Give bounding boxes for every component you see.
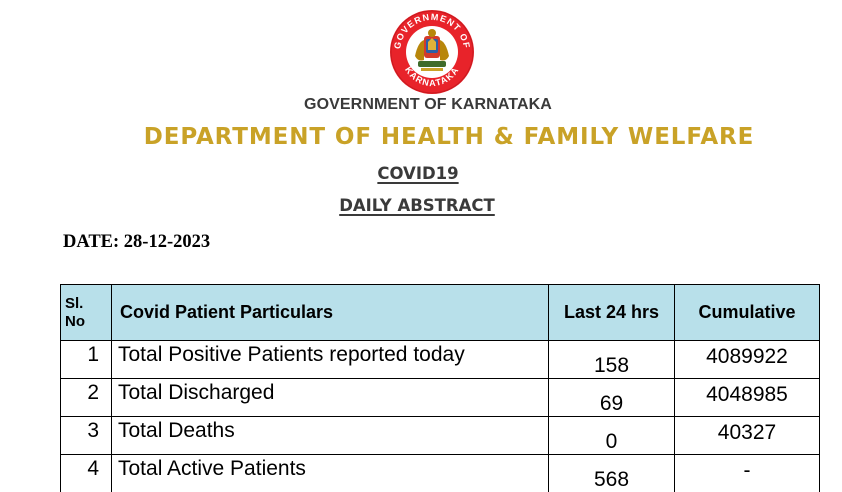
row-particular: Total Deaths — [111, 416, 549, 455]
department-title: DEPARTMENT OF HEALTH & FAMILY WELFARE — [143, 124, 755, 150]
row-particular: Total Active Patients — [111, 454, 549, 492]
column-header-cumulative: Cumulative — [674, 284, 820, 341]
sl-header-line1: Sl. — [65, 294, 84, 312]
covid-heading-text: COVID19 — [377, 164, 459, 183]
table-row: 3 Total Deaths 0 40327 — [60, 416, 820, 455]
covid-heading: COVID19 — [0, 164, 836, 183]
column-header-sl-no: Sl. No — [60, 284, 112, 341]
table-row: 2 Total Discharged 69 4048985 — [60, 378, 820, 417]
row-cumulative: - — [674, 454, 820, 492]
karnataka-government-seal-icon: GOVERNMENT OF KARNATAKA — [378, 6, 486, 94]
column-header-last-24-hrs: Last 24 hrs — [548, 284, 675, 341]
table-row: 1 Total Positive Patients reported today… — [60, 340, 820, 379]
covid-abstract-table: Sl. No Covid Patient Particulars Last 24… — [60, 284, 820, 492]
row-cumulative: 4048985 — [674, 378, 820, 417]
government-title: GOVERNMENT OF KARNATAKA — [304, 96, 552, 113]
row-sl-no: 4 — [60, 454, 112, 492]
seal-emblem — [415, 29, 449, 71]
table-row: 4 Total Active Patients 568 - — [60, 454, 820, 492]
row-particular: Total Discharged — [111, 378, 549, 417]
row-sl-no: 3 — [60, 416, 112, 455]
row-last-24-hrs: 69 — [548, 378, 675, 417]
row-particular: Total Positive Patients reported today — [111, 340, 549, 379]
daily-abstract-heading: DAILY ABSTRACT — [0, 196, 834, 215]
daily-abstract-text: DAILY ABSTRACT — [339, 196, 495, 215]
seal-graphic: GOVERNMENT OF KARNATAKA — [390, 10, 474, 94]
row-last-24-hrs: 568 — [548, 454, 675, 492]
column-header-particulars: Covid Patient Particulars — [111, 284, 549, 341]
row-last-24-hrs: 158 — [548, 340, 675, 379]
row-last-24-hrs: 0 — [548, 416, 675, 455]
row-sl-no: 2 — [60, 378, 112, 417]
table-header-row: Sl. No Covid Patient Particulars Last 24… — [60, 284, 820, 341]
sl-header-line2: No — [65, 312, 85, 330]
row-cumulative: 40327 — [674, 416, 820, 455]
row-cumulative: 4089922 — [674, 340, 820, 379]
report-date: DATE: 28-12-2023 — [63, 232, 211, 252]
row-sl-no: 1 — [60, 340, 112, 379]
